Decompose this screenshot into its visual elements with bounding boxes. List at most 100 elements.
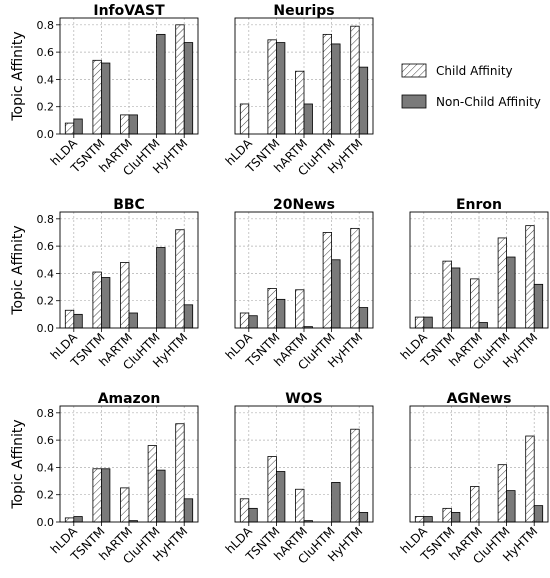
panel-title: WOS <box>285 391 322 407</box>
bar-nonchild-hlda <box>73 118 83 135</box>
y-tick-label: 0.4 <box>37 73 55 86</box>
bar-child-cluhtm <box>497 464 508 523</box>
y-tick-label: 0.2 <box>37 101 55 114</box>
bar-child-hyhtm <box>350 428 360 523</box>
bar-nonchild-hyhtm <box>533 505 544 523</box>
bar-nonchild-hyhtm <box>183 304 194 329</box>
y-tick-label: 0.2 <box>37 489 55 502</box>
panel-title: Enron <box>456 197 502 213</box>
y-tick-label: 0.0 <box>37 516 55 529</box>
y-tick-label: 0.8 <box>37 407 55 420</box>
y-axis-label: Topic Affinity <box>10 225 26 315</box>
bar-nonchild-hyhtm <box>358 512 369 523</box>
bar-nonchild-cluhtm <box>506 490 516 523</box>
bar-child-hyhtm <box>175 423 185 523</box>
bar-nonchild-cluhtm <box>156 247 166 329</box>
bar-child-hartm <box>120 262 130 329</box>
axes-frame <box>59 211 199 329</box>
bar-child-hlda <box>64 309 75 329</box>
bar-nonchild-cluhtm <box>331 259 341 329</box>
bar-child-hartm <box>470 278 480 329</box>
bar-nonchild-hartm <box>128 114 138 135</box>
y-tick-label: 0.6 <box>37 434 55 447</box>
bar-child-hlda <box>64 122 75 135</box>
bar-child-hyhtm <box>525 435 535 523</box>
axes-frame <box>59 17 199 135</box>
panel-amazon: AmazonhLDATSNTMhARTMCluHTMHyHTM0.00.20.4… <box>10 391 199 567</box>
bar-nonchild-cluhtm <box>156 33 166 135</box>
panel-title: BBC <box>113 197 145 213</box>
bar-child-cluhtm <box>497 237 508 329</box>
bar-nonchild-tsntm <box>101 62 111 135</box>
bar-child-hartm <box>295 488 305 523</box>
bar-child-hlda <box>239 312 250 329</box>
bar-child-tsntm <box>267 288 277 329</box>
y-tick-label: 0.4 <box>37 461 55 474</box>
y-tick-label: 0.0 <box>37 322 55 335</box>
bar-child-cluhtm <box>322 33 333 135</box>
bar-child-tsntm <box>442 260 452 329</box>
bar-child-tsntm <box>92 468 102 523</box>
y-axis-label: Topic Affinity <box>10 31 26 121</box>
bar-nonchild-hlda <box>423 516 433 523</box>
bar-nonchild-hyhtm <box>533 283 544 329</box>
axes-frame <box>234 211 374 329</box>
bar-nonchild-hyhtm <box>358 66 369 135</box>
legend: Child Affinity Non-Child Affinity <box>401 63 541 109</box>
axes-frame <box>234 17 374 135</box>
y-tick-label: 0.8 <box>37 19 55 32</box>
bar-child-tsntm <box>92 271 102 329</box>
bar-child-tsntm <box>92 59 102 135</box>
bar-child-hyhtm <box>350 227 360 329</box>
bar-nonchild-tsntm <box>450 267 461 329</box>
y-tick-label: 0.0 <box>37 128 55 141</box>
bar-nonchild-hyhtm <box>183 42 194 135</box>
bar-nonchild-hlda <box>73 516 83 523</box>
bar-child-hlda <box>414 316 425 329</box>
bar-nonchild-tsntm <box>275 471 286 523</box>
bar-child-cluhtm <box>147 445 158 523</box>
bar-child-hyhtm <box>175 229 185 329</box>
y-tick-label: 0.8 <box>37 213 55 226</box>
legend-label-nonchild: Non-Child Affinity <box>436 95 541 109</box>
y-axis-label: Topic Affinity <box>10 419 26 509</box>
bar-nonchild-hlda <box>73 313 83 329</box>
y-tick-label: 0.2 <box>37 295 55 308</box>
bar-child-tsntm <box>442 507 452 523</box>
legend-swatch-child <box>401 63 427 78</box>
legend-swatch-nonchild <box>401 94 427 109</box>
bar-nonchild-cluhtm <box>331 482 341 523</box>
bar-child-hlda <box>414 516 425 523</box>
bar-nonchild-tsntm <box>101 277 111 329</box>
panel-title: 20News <box>273 197 335 213</box>
bar-child-hyhtm <box>525 225 535 329</box>
bar-nonchild-tsntm <box>275 42 286 135</box>
bar-child-hartm <box>295 289 305 329</box>
axes-frame <box>409 211 549 329</box>
bar-nonchild-hlda <box>248 507 258 523</box>
bar-child-hyhtm <box>350 25 360 135</box>
bar-nonchild-cluhtm <box>506 256 516 329</box>
bar-nonchild-cluhtm <box>331 43 341 135</box>
panel-title: InfoVAST <box>93 3 165 19</box>
bar-child-hlda <box>64 517 75 523</box>
y-tick-label: 0.4 <box>37 267 55 280</box>
bar-nonchild-tsntm <box>450 512 461 523</box>
bar-child-hartm <box>120 114 130 135</box>
axes-frame <box>409 405 549 523</box>
y-tick-label: 0.6 <box>37 46 55 59</box>
bar-child-tsntm <box>267 39 277 135</box>
bar-nonchild-cluhtm <box>156 469 166 523</box>
bar-nonchild-tsntm <box>275 298 286 329</box>
bar-child-hlda <box>239 103 250 135</box>
bar-nonchild-hyhtm <box>183 498 194 523</box>
bar-child-hartm <box>470 486 480 523</box>
bar-child-hartm <box>295 70 305 135</box>
bar-nonchild-hyhtm <box>358 307 369 329</box>
bar-child-hlda <box>239 498 250 523</box>
